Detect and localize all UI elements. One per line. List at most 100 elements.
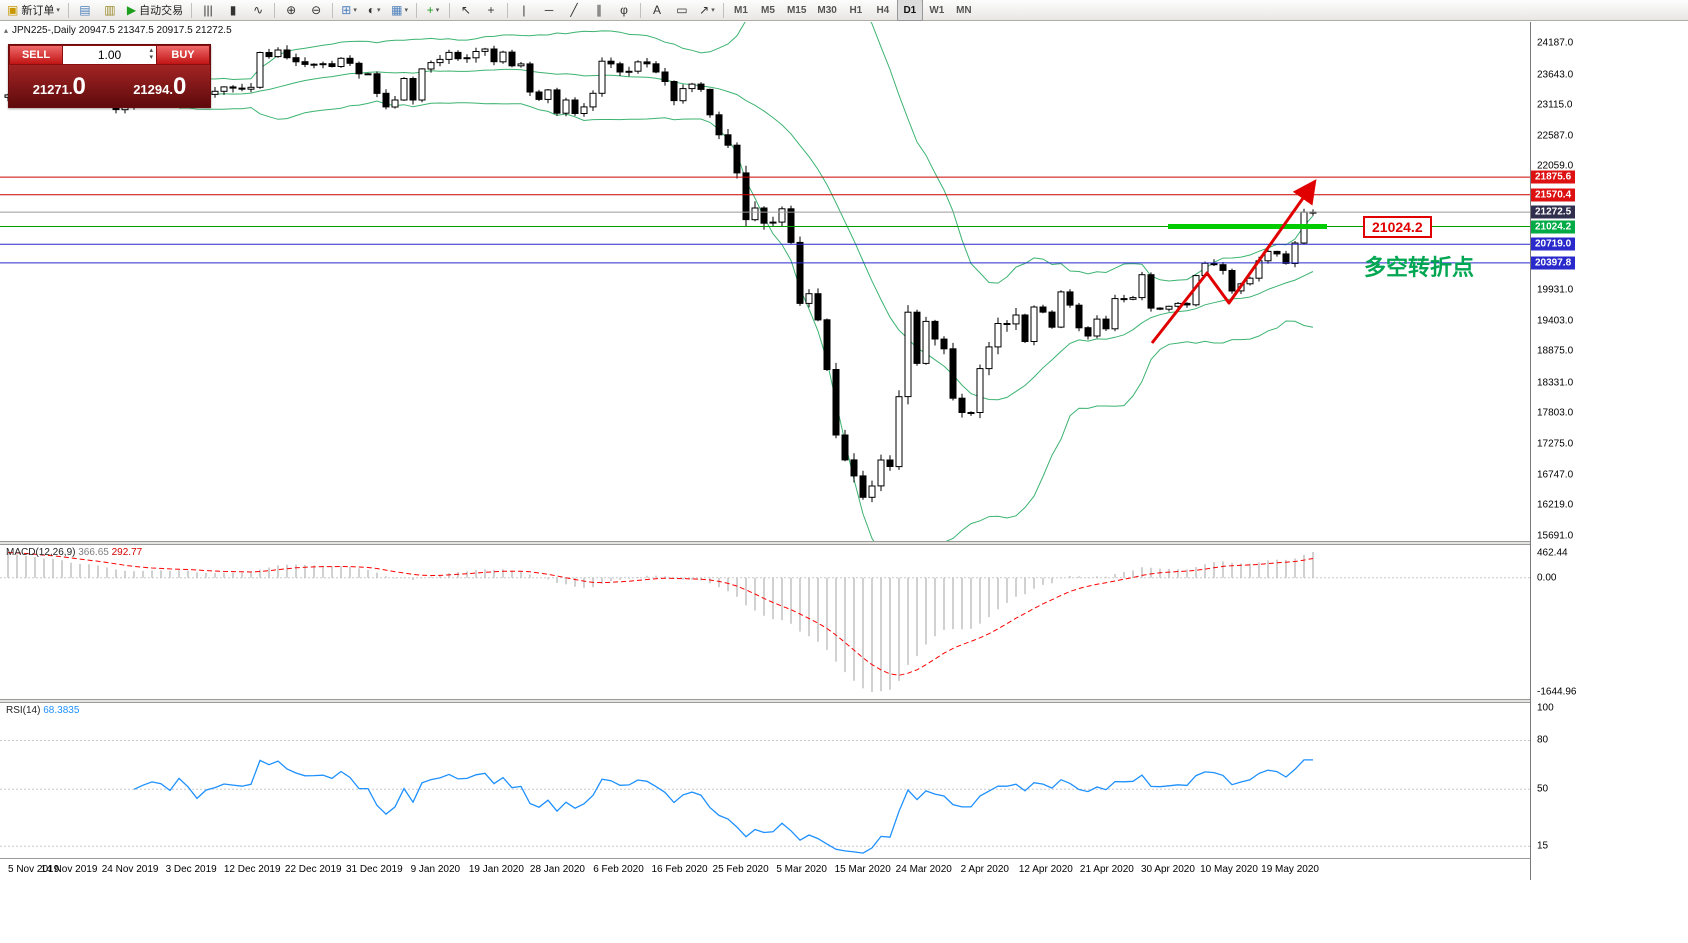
scale-label: 100 — [1537, 702, 1554, 714]
new-order-button[interactable]: ▣ 新订单 ▾ — [3, 0, 64, 20]
turning-point-note[interactable]: 多空转折点 — [1364, 255, 1475, 280]
date-label: 6 Feb 2020 — [593, 864, 644, 875]
scale-label: 0.00 — [1537, 572, 1557, 584]
date-label: 31 Dec 2019 — [345, 864, 403, 875]
date-label: 30 Apr 2020 — [1140, 864, 1195, 875]
date-label: 14 Nov 2019 — [40, 864, 98, 875]
line-chart-icon: ∿ — [253, 3, 264, 17]
toolbar-separator — [274, 2, 276, 18]
macd-chart[interactable] — [0, 545, 1530, 699]
date-label: 24 Nov 2019 — [101, 864, 159, 875]
auto-trading-button-icon: ▶ — [126, 3, 137, 17]
zoom-in-icon[interactable]: ⊕ — [279, 0, 303, 20]
price-level-label[interactable]: 21024.2 — [1363, 216, 1432, 238]
label-icon: ▭ — [676, 3, 688, 17]
zoom-out-icon: ⊖ — [311, 3, 322, 17]
candlestick-chart[interactable] — [0, 22, 1530, 541]
zoom-out-icon[interactable]: ⊖ — [304, 0, 328, 20]
scale-label: 19931.0 — [1537, 284, 1574, 296]
sell-price: 21271. 0 — [32, 73, 86, 100]
price-badge: 21875.6 — [1531, 170, 1576, 184]
toolbar-separator — [448, 2, 450, 18]
profiles-icon[interactable]: ◐ ▾ — [362, 0, 386, 20]
scale-label: 22587.0 — [1537, 130, 1574, 142]
auto-trading-button[interactable]: ▶ 自动交易 — [123, 0, 187, 20]
rsi-chart[interactable] — [0, 703, 1530, 858]
new-chart-icon[interactable]: ⊞ ▾ — [337, 0, 361, 20]
bar-chart-icon[interactable]: ||| — [196, 0, 220, 20]
indicators-icon[interactable]: + ▾ — [421, 0, 445, 20]
caret-down-icon: ▾ — [711, 7, 715, 14]
scale-label: 23643.0 — [1537, 69, 1574, 81]
panel-divider[interactable] — [0, 541, 1688, 545]
arrows-icon[interactable]: ↗ ▾ — [695, 0, 719, 20]
timeframe-w1[interactable]: W1 — [929, 4, 945, 16]
templates-icon: ▦ — [391, 3, 403, 17]
spin-down-icon[interactable]: ▾ — [149, 54, 153, 61]
trendline-icon[interactable]: ╱ — [562, 0, 586, 20]
buy-button[interactable]: BUY — [156, 45, 210, 65]
toolbar-separator — [67, 2, 69, 18]
date-label: 15 Mar 2020 — [834, 864, 891, 875]
price-badge: 20397.8 — [1531, 256, 1576, 270]
scale-label: 80 — [1537, 734, 1549, 746]
sell-button[interactable]: SELL — [9, 45, 63, 65]
date-label: 12 Dec 2019 — [223, 864, 281, 875]
date-label: 2 Apr 2020 — [960, 864, 1009, 875]
crosshair-icon[interactable]: + — [479, 0, 503, 20]
terminal-icon[interactable]: ▥ — [98, 0, 122, 20]
buy-price: 21294. 0 — [133, 73, 187, 100]
price-badge: 20719.0 — [1531, 237, 1576, 251]
timeframe-h4[interactable]: H4 — [876, 4, 890, 16]
channel-icon[interactable]: ∥ — [587, 0, 611, 20]
cursor-icon[interactable]: ↖ — [454, 0, 478, 20]
timeframe-m1[interactable]: M1 — [734, 4, 748, 16]
timeframe-m30[interactable]: M30 — [817, 4, 837, 16]
label-icon[interactable]: ▭ — [670, 0, 694, 20]
date-label: 21 Apr 2020 — [1079, 864, 1134, 875]
timeframe-mn[interactable]: MN — [956, 4, 972, 16]
caret-down-icon: ▾ — [404, 7, 408, 14]
new-order-button-icon: ▣ — [7, 3, 19, 17]
horizontal-line-icon[interactable]: ─ — [537, 0, 561, 20]
timeframe-d1[interactable]: D1 — [896, 0, 923, 21]
toolbar-separator — [506, 2, 508, 18]
date-label: 3 Dec 2019 — [165, 864, 217, 875]
vertical-line-icon[interactable]: | — [512, 0, 536, 20]
spin-up-icon[interactable]: ▴ — [149, 47, 153, 54]
scale-label: 22059.0 — [1537, 160, 1574, 172]
panel-divider[interactable] — [0, 699, 1688, 703]
fibonacci-icon[interactable]: φ — [612, 0, 636, 20]
scale-label: 17275.0 — [1537, 438, 1574, 450]
date-label: 5 Mar 2020 — [776, 864, 827, 875]
channel-icon: ∥ — [595, 3, 602, 17]
trendline-icon: ╱ — [570, 3, 578, 17]
scale-label: 18331.0 — [1537, 377, 1574, 389]
date-label: 28 Jan 2020 — [529, 864, 585, 875]
timeframe-m15[interactable]: M15 — [786, 4, 807, 16]
toolbar-separator — [191, 2, 193, 18]
timeframe-h1[interactable]: H1 — [849, 4, 863, 16]
price-scale[interactable]: 24187.0 23643.0 23115.0 22587.0 22059.0 19931… — [1531, 22, 1688, 880]
volume-input[interactable]: 1.00 ▴ ▾ — [63, 45, 156, 65]
chart-window-icon: ▤ — [79, 3, 91, 17]
caret-down-icon: ▾ — [376, 7, 381, 14]
volume-spinner[interactable]: ▴ ▾ — [149, 47, 153, 61]
candlestick-icon[interactable]: ▮ — [221, 0, 245, 20]
collapse-icon[interactable]: ▴ — [4, 26, 9, 35]
rsi-indicator-label: RSI(14) 68.3835 — [6, 705, 80, 716]
text-icon[interactable]: A — [645, 0, 669, 20]
macd-indicator-label: MACD(12,26,9) 366.65 292.77 — [6, 547, 143, 558]
bar-chart-icon: ||| — [203, 3, 213, 17]
time-axis[interactable]: 5 Nov 2019 14 Nov 2019 24 Nov 2019 3 Dec 20… — [0, 860, 1530, 880]
templates-icon[interactable]: ▦ ▾ — [387, 0, 412, 20]
chart-window-icon[interactable]: ▤ — [73, 0, 97, 20]
price-badge: 21570.4 — [1531, 188, 1576, 202]
caret-down-icon: ▾ — [56, 7, 60, 14]
timeframe-m5[interactable]: M5 — [761, 4, 775, 16]
date-label: 19 Jan 2020 — [468, 864, 524, 875]
scale-label: 50 — [1537, 783, 1549, 795]
line-chart-icon[interactable]: ∿ — [246, 0, 270, 20]
scale-label: 15691.0 — [1537, 530, 1574, 542]
toolbar-separator — [332, 2, 334, 18]
